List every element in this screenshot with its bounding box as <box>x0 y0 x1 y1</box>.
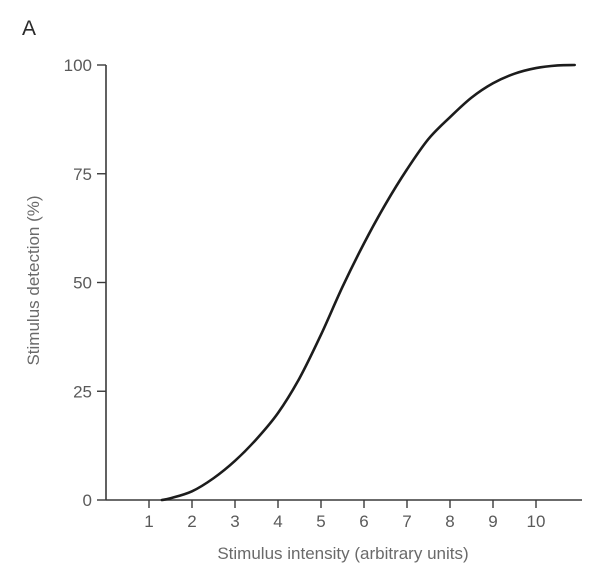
series-group <box>160 63 576 502</box>
y-tick-label: 100 <box>64 56 92 75</box>
y-tick-label: 25 <box>73 382 92 401</box>
y-tick-label: 50 <box>73 274 92 293</box>
x-tick-label: 10 <box>527 512 546 531</box>
x-tick-label: 9 <box>488 512 497 531</box>
y-ticks: 0 25 50 75 100 <box>64 56 106 510</box>
x-tick-label: 3 <box>230 512 239 531</box>
x-tick-label: 2 <box>187 512 196 531</box>
series-line <box>160 63 576 502</box>
y-tick-label: 0 <box>83 491 92 510</box>
panel-label: A <box>22 17 36 40</box>
x-ticks: 1 2 3 4 5 6 7 8 9 10 <box>144 500 545 531</box>
x-tick-label: 6 <box>359 512 368 531</box>
x-tick-label: 4 <box>273 512 282 531</box>
y-tick-label: 75 <box>73 165 92 184</box>
y-axis-title: Stimulus detection (%) <box>24 195 43 365</box>
x-axis-title: Stimulus intensity (arbitrary units) <box>217 544 468 563</box>
x-tick-label: 1 <box>144 512 153 531</box>
x-tick-label: 5 <box>316 512 325 531</box>
x-tick-label: 7 <box>402 512 411 531</box>
x-tick-label: 8 <box>445 512 454 531</box>
